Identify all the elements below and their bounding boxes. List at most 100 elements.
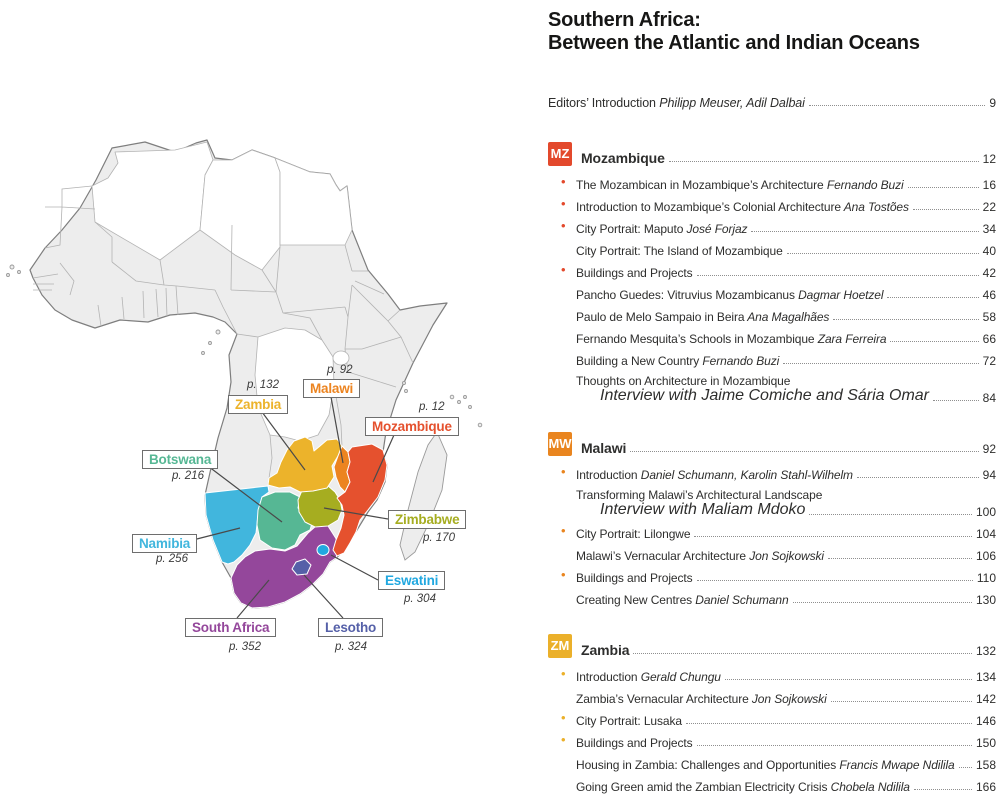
map-label-namibia: Namibia — [132, 534, 198, 553]
section-title: Malawi — [581, 440, 627, 456]
dot-leader — [783, 363, 979, 364]
entry-text: Housing in Zambia: Challenges and Opport… — [576, 758, 955, 772]
map-label-mozambique: Mozambique — [365, 417, 459, 436]
entry-author: Dagmar Hoetzel — [794, 288, 884, 302]
page-number: 166 — [975, 780, 996, 794]
entry-bullet: • — [561, 710, 566, 725]
map-pageref-eswatini: p. 304 — [404, 593, 436, 605]
map-pageref-botswana: p. 216 — [172, 470, 204, 482]
entry-title: Housing in Zambia: Challenges and Opport… — [576, 758, 837, 772]
entry-author: Ana Tostões — [840, 200, 909, 214]
toc-entry[interactable]: • Introduction Daniel Schumann, Karolin S… — [548, 460, 996, 482]
page-number: 132 — [975, 644, 996, 658]
map-pageref-lesotho: p. 324 — [335, 641, 367, 653]
toc-entry[interactable]: Transforming Malawi’s Architectural Land… — [548, 482, 996, 502]
map-label-south-africa: South Africa — [185, 618, 277, 637]
toc-entry[interactable]: • Buildings and Projects 42 — [548, 258, 996, 280]
section-title: Mozambique — [581, 150, 665, 166]
toc-entry[interactable]: Pancho Guedes: Vitruvius Mozambicanus Da… — [548, 280, 996, 302]
page-number: 58 — [982, 310, 996, 324]
dot-leader — [833, 319, 979, 320]
entry-title: Building a New Country — [576, 354, 700, 368]
toc-entry[interactable]: • Buildings and Projects 150 — [548, 728, 996, 750]
entry-text: City Portrait: The Island of Mozambique — [576, 244, 783, 258]
dot-leader — [751, 231, 979, 232]
dot-leader — [792, 602, 972, 603]
map-pageref-namibia: p. 256 — [156, 553, 188, 565]
editors-row-authors: Philipp Meuser, Adil Dalbai — [659, 96, 805, 110]
toc-entry[interactable]: • Buildings and Projects 110 — [548, 563, 996, 585]
toc-entry[interactable]: Fernando Mesquita’s Schools in Mozambiqu… — [548, 324, 996, 346]
dot-leader — [827, 558, 972, 559]
dot-leader — [890, 341, 979, 342]
entry-author: José Forjaz — [683, 222, 748, 236]
entry-author: Fernando Buzi — [699, 354, 780, 368]
dot-leader — [685, 723, 972, 724]
toc-entry[interactable]: Paulo de Melo Sampaio in Beira Ana Magal… — [548, 302, 996, 324]
entry-title: Paulo de Melo Sampaio in Beira — [576, 310, 745, 324]
toc-entry[interactable]: Zambia’s Vernacular Architecture Jon Soj… — [548, 684, 996, 706]
dot-leader — [694, 536, 972, 537]
page-number: 100 — [975, 505, 996, 519]
toc-entry[interactable]: Housing in Zambia: Challenges and Opport… — [548, 750, 996, 772]
lake-victoria — [332, 350, 350, 366]
toc-entry-subline[interactable]: Interview with Maliam Mdoko 100 — [548, 501, 996, 519]
entry-text: Introduction to Mozambique’s Colonial Ar… — [576, 200, 909, 214]
entry-title: Buildings and Projects — [576, 736, 693, 750]
entry-text: Thoughts on Architecture in Mozambique — [576, 374, 790, 388]
toc-section-header[interactable]: MW Malawi 92 — [548, 432, 996, 456]
map-label-malawi: Malawi — [303, 379, 361, 398]
toc-section-malawi: MW Malawi 92 • Introduction Daniel Schumann,… — [548, 432, 996, 607]
map-pageref-south-africa: p. 352 — [229, 641, 261, 653]
page-number: 22 — [982, 200, 996, 214]
page-number: 130 — [975, 593, 996, 607]
country-lesotho — [291, 558, 312, 576]
toc-entry[interactable]: Creating New Centres Daniel Schumann 130 — [548, 585, 996, 607]
entry-title: Transforming Malawi’s Architectural Land… — [576, 488, 823, 502]
dot-leader — [856, 477, 979, 478]
entry-title: Malawi’s Vernacular Architecture — [576, 549, 746, 563]
entry-text: Transforming Malawi’s Architectural Land… — [576, 488, 822, 502]
entry-bullet: • — [561, 666, 566, 681]
entry-text: Creating New Centres Daniel Schumann — [576, 593, 789, 607]
entry-title: The Mozambican in Mozambique’s Architect… — [576, 178, 824, 192]
dot-leader — [696, 275, 979, 276]
entry-author: Daniel Schumann, Karolin Stahl-Wilhelm — [637, 468, 853, 482]
toc-entry[interactable]: • Introduction to Mozambique’s Colonial A… — [548, 192, 996, 214]
entry-author: Gerald Chungu — [637, 670, 721, 684]
entry-title: Thoughts on Architecture in Mozambique — [576, 374, 791, 388]
toc-section-zambia: ZM Zambia 132 • Introduction Gerald Chungu 13… — [548, 634, 996, 794]
toc-entry-subline[interactable]: Interview with Jaime Comiche and Sária O… — [548, 387, 996, 405]
toc-entry[interactable]: • City Portrait: Maputo José Forjaz 34 — [548, 214, 996, 236]
map-pageref-zambia: p. 132 — [247, 379, 279, 391]
toc-entry[interactable]: Thoughts on Architecture in Mozambique — [548, 368, 996, 388]
entry-bullet: • — [561, 262, 566, 277]
map-label-eswatini: Eswatini — [378, 571, 446, 590]
entry-text: Pancho Guedes: Vitruvius Mozambicanus Da… — [576, 288, 884, 302]
entry-title: City Portrait: Lusaka — [576, 714, 682, 728]
toc-row-editors-introduction[interactable]: Editors’ Introduction Philipp Meuser, Ad… — [548, 95, 996, 110]
toc-entry[interactable]: • The Mozambican in Mozambique’s Architec… — [548, 170, 996, 192]
toc-entry[interactable]: Malawi’s Vernacular Architecture Jon Soj… — [548, 541, 996, 563]
page-number: 84 — [982, 391, 996, 405]
toc-section-header[interactable]: MZ Mozambique 12 — [548, 142, 996, 166]
toc-entry[interactable]: City Portrait: The Island of Mozambique 4… — [548, 236, 996, 258]
entry-title: Introduction — [576, 670, 638, 684]
page-number: 66 — [982, 332, 996, 346]
entry-title: Going Green amid the Zambian Electricity… — [576, 780, 828, 794]
toc-section-header[interactable]: ZM Zambia 132 — [548, 634, 996, 658]
dot-leader — [633, 653, 972, 654]
toc-entry[interactable]: • Introduction Gerald Chungu 134 — [548, 662, 996, 684]
toc-entry[interactable]: Building a New Country Fernando Buzi 72 — [548, 346, 996, 368]
toc-entry[interactable]: • City Portrait: Lilongwe 104 — [548, 519, 996, 541]
map-pageref-mozambique: p. 12 — [419, 401, 445, 413]
page-number: 94 — [982, 468, 996, 482]
page-number: 92 — [982, 442, 996, 456]
entry-text: Introduction Gerald Chungu — [576, 670, 721, 684]
entry-title: City Portrait: Lilongwe — [576, 527, 691, 541]
page-number: 72 — [982, 354, 996, 368]
entry-title: City Portrait: Maputo — [576, 222, 684, 236]
dot-leader — [912, 209, 979, 210]
toc-entry[interactable]: Going Green amid the Zambian Electricity… — [548, 772, 996, 794]
toc-entry[interactable]: • City Portrait: Lusaka 146 — [548, 706, 996, 728]
